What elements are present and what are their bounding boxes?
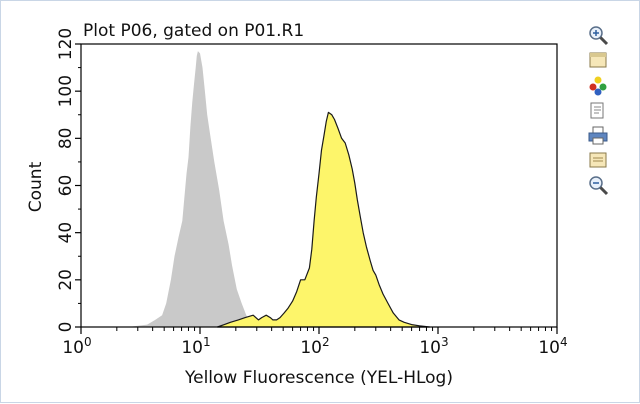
series-layer — [128, 51, 431, 328]
zoom-out-icon[interactable] — [585, 175, 611, 196]
y-tick-label: 40 — [56, 222, 76, 244]
y-tick-label: 20 — [56, 269, 76, 291]
x-tick-base: 10 — [419, 338, 441, 358]
histogram-series-1 — [128, 51, 261, 327]
x-tick-label: 104 — [538, 335, 567, 358]
y-tick-label: 0 — [56, 322, 76, 333]
y-tick-label: 100 — [56, 75, 76, 107]
y-tick-label: 60 — [56, 175, 76, 197]
zoom-in-icon[interactable] — [585, 25, 611, 46]
x-tick-exponent: 3 — [441, 335, 449, 349]
export-icon[interactable] — [585, 150, 611, 171]
x-tick-label: 102 — [300, 335, 329, 358]
chart-title: Plot P06, gated on P01.R1 — [83, 21, 304, 41]
x-tick-base: 10 — [181, 338, 203, 358]
x-tick-label: 103 — [419, 335, 448, 358]
x-tick-exponent: 4 — [560, 335, 568, 349]
plot-toolbar — [585, 25, 617, 196]
x-tick-base: 10 — [62, 338, 84, 358]
x-tick-exponent: 0 — [84, 335, 92, 349]
x-tick-base: 10 — [300, 338, 322, 358]
x-axis-label: Yellow Fluorescence (YEL-HLog) — [184, 368, 453, 388]
copy-icon[interactable] — [585, 50, 611, 71]
x-tick-exponent: 2 — [322, 335, 330, 349]
x-tick-base: 10 — [538, 338, 560, 358]
x-tick-exponent: 1 — [203, 335, 211, 349]
histogram-series-2 — [216, 111, 431, 328]
layout-icon[interactable] — [585, 100, 611, 121]
y-tick-label: 120 — [56, 28, 76, 60]
y-tick-label: 80 — [56, 128, 76, 150]
x-tick-label: 101 — [181, 335, 210, 358]
y-axis-label: Count — [26, 161, 46, 212]
print-icon[interactable] — [585, 125, 611, 146]
x-tick-label: 100 — [62, 335, 91, 358]
color-palette-icon[interactable] — [585, 75, 611, 96]
